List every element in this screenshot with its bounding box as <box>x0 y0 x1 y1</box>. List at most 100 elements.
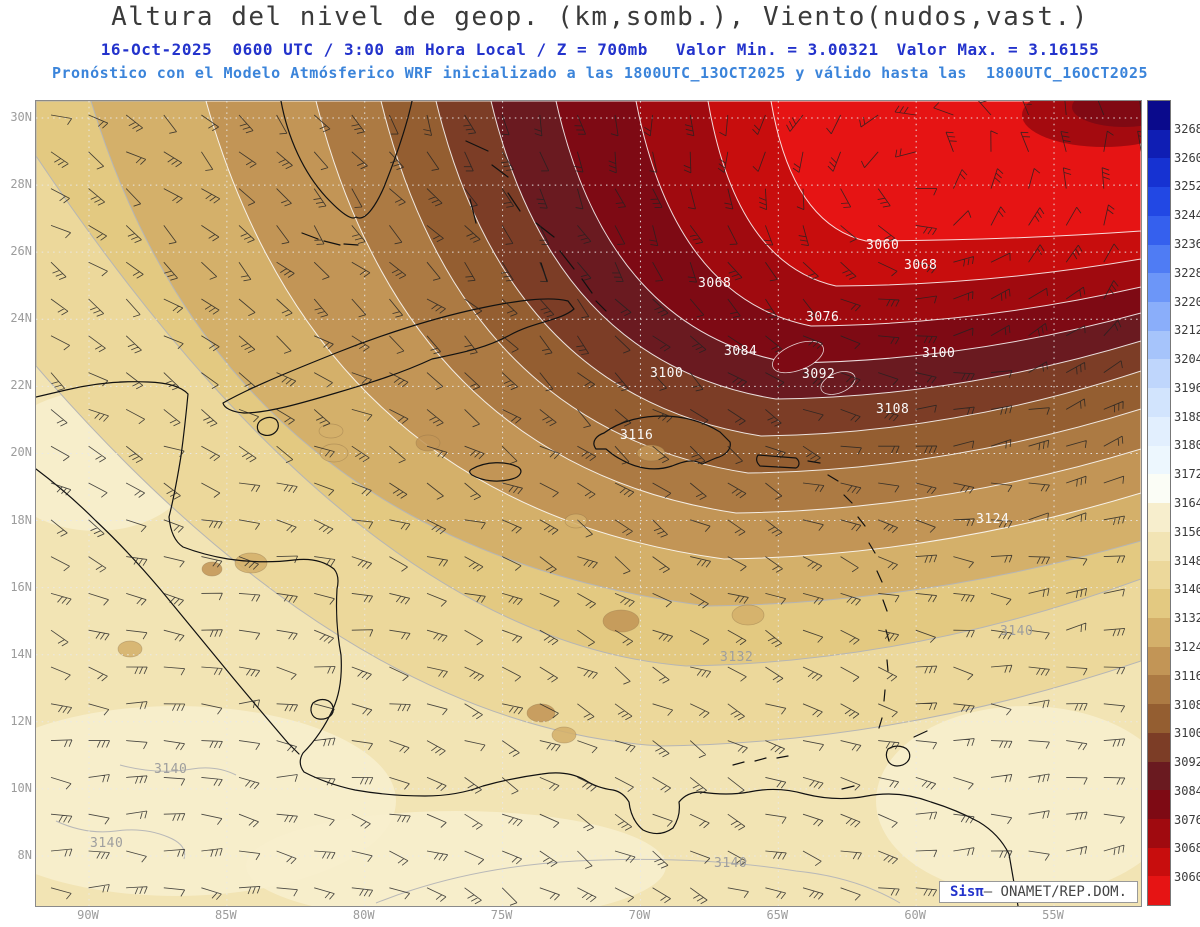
valid-datetime: 16-Oct-2025 0600 UTC / 3:00 am Hora Loca… <box>100 40 648 59</box>
lon-tick-label: 70W <box>628 908 651 922</box>
lon-tick-label: 55W <box>1042 908 1064 922</box>
lon-tick-label: 75W <box>490 908 513 922</box>
model-info-line: Pronóstico con el Modelo Atmósferico WRF… <box>51 64 1149 82</box>
colorbar-cell <box>1148 531 1170 561</box>
chart-title: Altura del nivel de geop. (km,somb.), Vi… <box>111 2 1089 32</box>
lat-tick-label: 22N <box>10 378 32 393</box>
colorbar-tick-label: 3060 <box>1174 870 1200 885</box>
colorbar-tick-label: 3268 <box>1174 121 1200 136</box>
colorbar-tick-label: 3252 <box>1174 179 1200 194</box>
colorbar-cell <box>1148 704 1170 733</box>
sispi-logo: Sisπ <box>949 884 984 900</box>
colorbar-cell <box>1148 617 1170 647</box>
colorbar-cell <box>1148 818 1170 848</box>
colorbar-cell <box>1148 215 1170 245</box>
colorbar-tick-label: 3156 <box>1174 524 1200 539</box>
attribution-text: – ONAMET/REP.DOM. <box>983 884 1127 900</box>
contour-label: 3068 <box>904 258 937 273</box>
colorbar-tick-label: 3108 <box>1174 697 1200 712</box>
lat-tick-label: 8N <box>17 847 32 862</box>
colorbar-tick-label: 3092 <box>1174 755 1200 770</box>
colorbar-cell <box>1148 388 1170 417</box>
colorbar-cell <box>1148 732 1170 762</box>
contour-label: 3092 <box>802 367 835 382</box>
contour-label: 3132 <box>720 650 753 665</box>
lat-tick-label: 30N <box>10 110 32 124</box>
colorbar-cell <box>1148 302 1170 331</box>
colorbar-cell <box>1148 560 1170 590</box>
value-max-label: Valor Max. = 3.16155 <box>896 40 1100 59</box>
contour-label: 3140 <box>90 836 123 851</box>
colorbar-cell <box>1148 187 1170 216</box>
colorbar-tick-label: 3124 <box>1174 639 1200 654</box>
longitude-axis: 90W 85W 80W 75W 70W 65W 60W 55W <box>0 908 1200 924</box>
colorbar-tick-label: 3132 <box>1174 611 1200 626</box>
colorbar-tick-label: 3068 <box>1174 841 1200 856</box>
colorbar-cell <box>1148 330 1170 360</box>
attribution-box: Sisπ– ONAMET/REP.DOM. <box>938 881 1138 903</box>
colorbar-tick-label: 3172 <box>1174 467 1200 482</box>
contour-label: 3124 <box>976 512 1009 527</box>
colorbar-tick-label: 3148 <box>1174 553 1200 568</box>
valid-time-line: 16-Oct-2025 0600 UTC / 3:00 am Hora Loca… <box>0 40 1200 59</box>
lon-tick-label: 80W <box>352 908 375 922</box>
wind-barbs <box>50 101 1141 906</box>
colorbar-cell <box>1148 761 1170 791</box>
colorbar-tick-label: 3204 <box>1174 352 1200 367</box>
colorbar-tick-label: 3260 <box>1174 150 1200 165</box>
map-area: 3060 3068 3068 3076 3084 3092 3100 3100 3108 3116… <box>35 100 1142 907</box>
coastlines <box>36 101 1019 906</box>
contour-label: 3140 <box>1000 624 1033 639</box>
contour-label: 3140 <box>714 856 747 871</box>
lat-tick-label: 16N <box>10 579 32 594</box>
lat-tick-label: 14N <box>10 646 32 661</box>
contour-labels: 3060 3068 3068 3076 3084 3092 3100 3100 3108 3116… <box>90 238 1033 871</box>
contour-label: 3116 <box>620 428 653 443</box>
colorbar-tick-label: 3196 <box>1174 380 1200 395</box>
colorbar-cell <box>1148 589 1170 618</box>
colorbar-cell <box>1148 847 1170 877</box>
contour-label: 3140 <box>154 762 187 777</box>
colorbar-tick-label: 3220 <box>1174 294 1200 309</box>
colorbar-cell <box>1148 359 1170 389</box>
colorbar-tick-label: 3140 <box>1174 582 1200 597</box>
colorbar-tick-label: 3236 <box>1174 236 1200 251</box>
colorbar-tick-label: 3180 <box>1174 438 1200 453</box>
colorbar-cell <box>1148 474 1170 504</box>
colorbar-cell <box>1148 101 1170 130</box>
colorbar-tick-label: 3188 <box>1174 409 1200 424</box>
colorbar-tick-label: 3076 <box>1174 812 1200 827</box>
lat-tick-label: 20N <box>10 445 32 460</box>
lon-tick-label: 90W <box>77 908 99 922</box>
colorbar-cell <box>1148 646 1170 676</box>
colorbar-cell <box>1148 675 1170 705</box>
colorbar-cell <box>1148 273 1170 303</box>
lon-tick-label: 60W <box>904 908 926 922</box>
lat-tick-label: 24N <box>10 311 32 326</box>
colorbar-cell <box>1148 129 1170 159</box>
map-canvas: 3060 3068 3068 3076 3084 3092 3100 3100 3108 3116… <box>36 101 1141 906</box>
colorbar-tick-label: 3164 <box>1174 496 1200 510</box>
colorbar-cell <box>1148 445 1170 475</box>
contour-label: 3084 <box>724 344 757 359</box>
lat-tick-label: 10N <box>10 780 32 795</box>
contour-label: 3100 <box>922 346 955 361</box>
lon-tick-label: 65W <box>766 908 789 922</box>
shaded-field <box>36 101 1141 906</box>
colorbar-tick-label: 3212 <box>1174 323 1200 338</box>
colorbar-cell <box>1148 503 1170 532</box>
lat-tick-label: 12N <box>10 713 32 728</box>
colorbar-cell <box>1148 244 1170 274</box>
colorbar-tick-label: 3116 <box>1174 668 1200 683</box>
colorbar-cell <box>1148 158 1170 188</box>
contour-label: 3076 <box>806 310 839 325</box>
lat-tick-label: 26N <box>10 244 32 259</box>
contour-label: 3108 <box>876 402 909 417</box>
colorbar-tick-label: 3100 <box>1174 726 1200 741</box>
colorbar-tick-label: 3228 <box>1174 265 1200 280</box>
value-min-label: Valor Min. = 3.00321 <box>675 40 879 59</box>
colorbar <box>1147 100 1171 906</box>
colorbar-cell <box>1148 876 1170 906</box>
lon-tick-label: 85W <box>215 908 237 922</box>
